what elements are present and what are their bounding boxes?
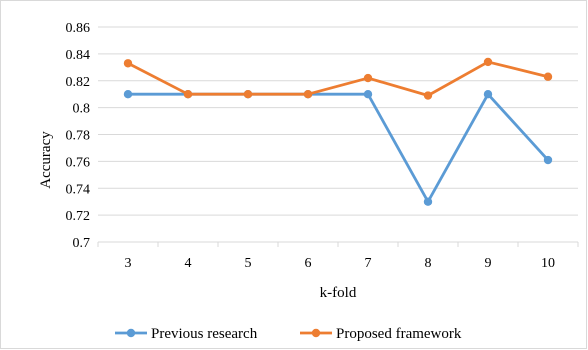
x-axis-title: k-fold: [320, 285, 357, 301]
legend-label: Proposed framework: [336, 326, 462, 342]
y-tick-label: 0.7: [73, 236, 91, 251]
y-tick-label: 0.74: [66, 182, 91, 197]
legend-item-previous-research: Previous research: [115, 326, 258, 342]
series-line-previous-research: [126, 92, 550, 204]
x-tick-label: 4: [185, 256, 192, 271]
x-tick-labels: 3 4 5 6 7 8 9 10: [125, 256, 556, 271]
data-point: [243, 89, 253, 99]
y-tick-label: 0.84: [66, 48, 91, 63]
y-tick-label: 0.72: [66, 209, 91, 224]
x-tick-label: 5: [245, 256, 252, 271]
data-point: [543, 72, 553, 81]
gridlines: [98, 26, 578, 216]
legend-swatch-marker: [311, 328, 321, 338]
axes: [97, 241, 579, 247]
y-tick-label: 0.86: [66, 21, 91, 36]
data-point: [423, 91, 433, 100]
series-line-proposed-framework: [126, 60, 550, 97]
data-point: [543, 155, 553, 165]
data-point: [123, 59, 133, 68]
y-tick-label: 0.8: [73, 102, 91, 117]
data-point: [483, 89, 493, 99]
y-axis-title: Accuracy: [38, 131, 54, 189]
series-proposed-framework: [123, 57, 553, 100]
data-point: [483, 57, 493, 67]
data-point: [363, 89, 373, 99]
y-tick-label: 0.76: [66, 155, 91, 170]
data-point: [363, 73, 373, 83]
data-point: [183, 89, 193, 99]
data-point: [123, 89, 133, 99]
y-tick-label: 0.82: [66, 75, 91, 90]
legend: Previous research Proposed framework: [115, 326, 462, 342]
x-tick-label: 10: [541, 256, 555, 271]
x-tick-label: 6: [305, 256, 312, 271]
legend-label: Previous research: [151, 326, 258, 342]
data-point: [303, 89, 313, 99]
data-series: [123, 57, 553, 206]
x-tick-label: 8: [425, 256, 432, 271]
y-tick-labels: 0.7 0.72 0.74 0.76 0.78 0.8 0.82 0.84 0.86: [66, 21, 91, 251]
data-point: [423, 197, 433, 206]
legend-item-proposed-framework: Proposed framework: [300, 326, 462, 342]
y-tick-label: 0.78: [66, 129, 91, 144]
x-tick-label: 7: [365, 256, 372, 271]
x-tick-label: 3: [125, 256, 132, 271]
legend-swatch-marker: [126, 328, 136, 338]
x-tick-label: 9: [485, 256, 492, 271]
